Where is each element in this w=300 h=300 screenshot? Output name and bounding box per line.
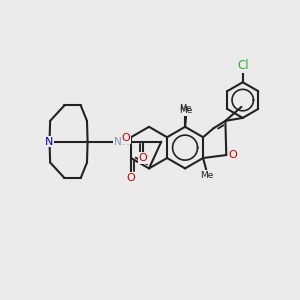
Text: N: N (45, 137, 54, 147)
Text: Me: Me (180, 106, 193, 115)
Text: Cl: Cl (237, 59, 248, 72)
Text: O: O (121, 134, 130, 143)
Text: O: O (126, 173, 135, 183)
Text: O: O (228, 150, 237, 160)
Text: N: N (45, 137, 54, 147)
Text: Me: Me (200, 171, 213, 180)
Text: NH: NH (114, 137, 129, 147)
Text: Me: Me (179, 104, 191, 113)
Text: O: O (139, 153, 147, 163)
